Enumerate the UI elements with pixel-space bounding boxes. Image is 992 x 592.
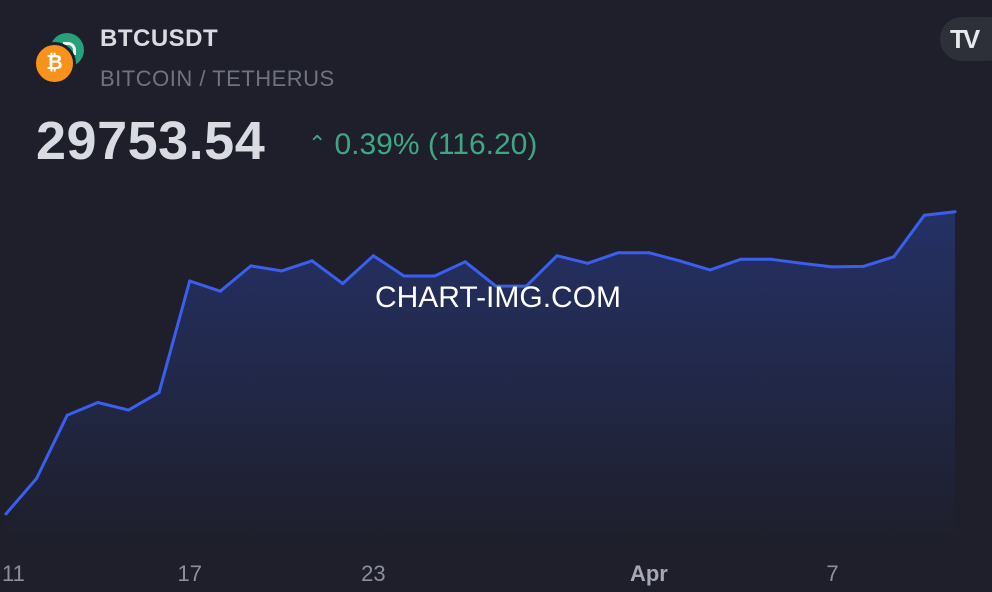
data-point xyxy=(341,282,345,286)
data-point xyxy=(96,401,100,404)
data-point xyxy=(371,254,375,258)
x-tick-label: 11 xyxy=(2,561,25,586)
data-point xyxy=(953,210,957,214)
area-fill xyxy=(6,211,955,540)
bitcoin-icon: ₿ xyxy=(33,33,86,85)
x-tick-label: Apr xyxy=(630,561,668,586)
data-point xyxy=(739,257,743,261)
data-point xyxy=(463,260,467,264)
data-point xyxy=(524,284,528,288)
tradingview-logo-text: TV xyxy=(950,24,980,54)
data-point xyxy=(616,251,620,255)
symbol-name: BTCUSDT xyxy=(100,25,219,52)
price-line xyxy=(4,210,956,515)
chart-points xyxy=(4,210,957,516)
data-point xyxy=(310,259,314,263)
data-point xyxy=(769,257,773,261)
price-change-text: 0.39% (116.20) xyxy=(334,128,538,161)
data-point xyxy=(586,261,590,265)
chart-area xyxy=(6,211,955,540)
data-point xyxy=(433,274,437,278)
data-point xyxy=(831,265,834,269)
data-point xyxy=(280,269,283,273)
data-point xyxy=(65,413,69,417)
data-point xyxy=(127,408,130,412)
data-point xyxy=(218,289,222,293)
bitcoin-coin-glyph: ₿ xyxy=(33,42,76,85)
data-point xyxy=(555,254,559,258)
data-point xyxy=(922,213,926,217)
data-point xyxy=(678,259,681,263)
data-point xyxy=(157,390,161,394)
data-point xyxy=(861,264,865,268)
data-point xyxy=(4,512,8,516)
data-point xyxy=(402,274,406,278)
data-point xyxy=(708,268,712,272)
x-tick-label: 17 xyxy=(177,561,201,586)
data-point xyxy=(494,284,498,288)
tradingview-logo-icon[interactable]: TV xyxy=(940,17,992,61)
symbol-description: BITCOIN / TETHERUS xyxy=(100,66,335,91)
data-point xyxy=(892,255,896,259)
chart-line xyxy=(4,210,956,515)
x-tick-label: 7 xyxy=(826,561,838,586)
data-point xyxy=(647,251,651,255)
x-tick-label: 23 xyxy=(361,561,385,586)
data-point xyxy=(188,279,192,283)
price-change: ⌃ 0.39% (116.20) xyxy=(308,128,537,162)
data-point xyxy=(249,264,253,268)
last-price: 29753.54 xyxy=(36,111,266,171)
chart-header: ₿ BTCUSDT BITCOIN / TETHERUS 29753.54 ⌃ 0… xyxy=(0,0,992,180)
data-point xyxy=(35,476,39,480)
data-point xyxy=(800,261,804,265)
up-caret-icon: ⌃ xyxy=(308,131,327,156)
watermark: CHART-IMG.COM xyxy=(375,281,621,314)
x-axis: 11 17 23 Apr 7 xyxy=(2,561,839,586)
